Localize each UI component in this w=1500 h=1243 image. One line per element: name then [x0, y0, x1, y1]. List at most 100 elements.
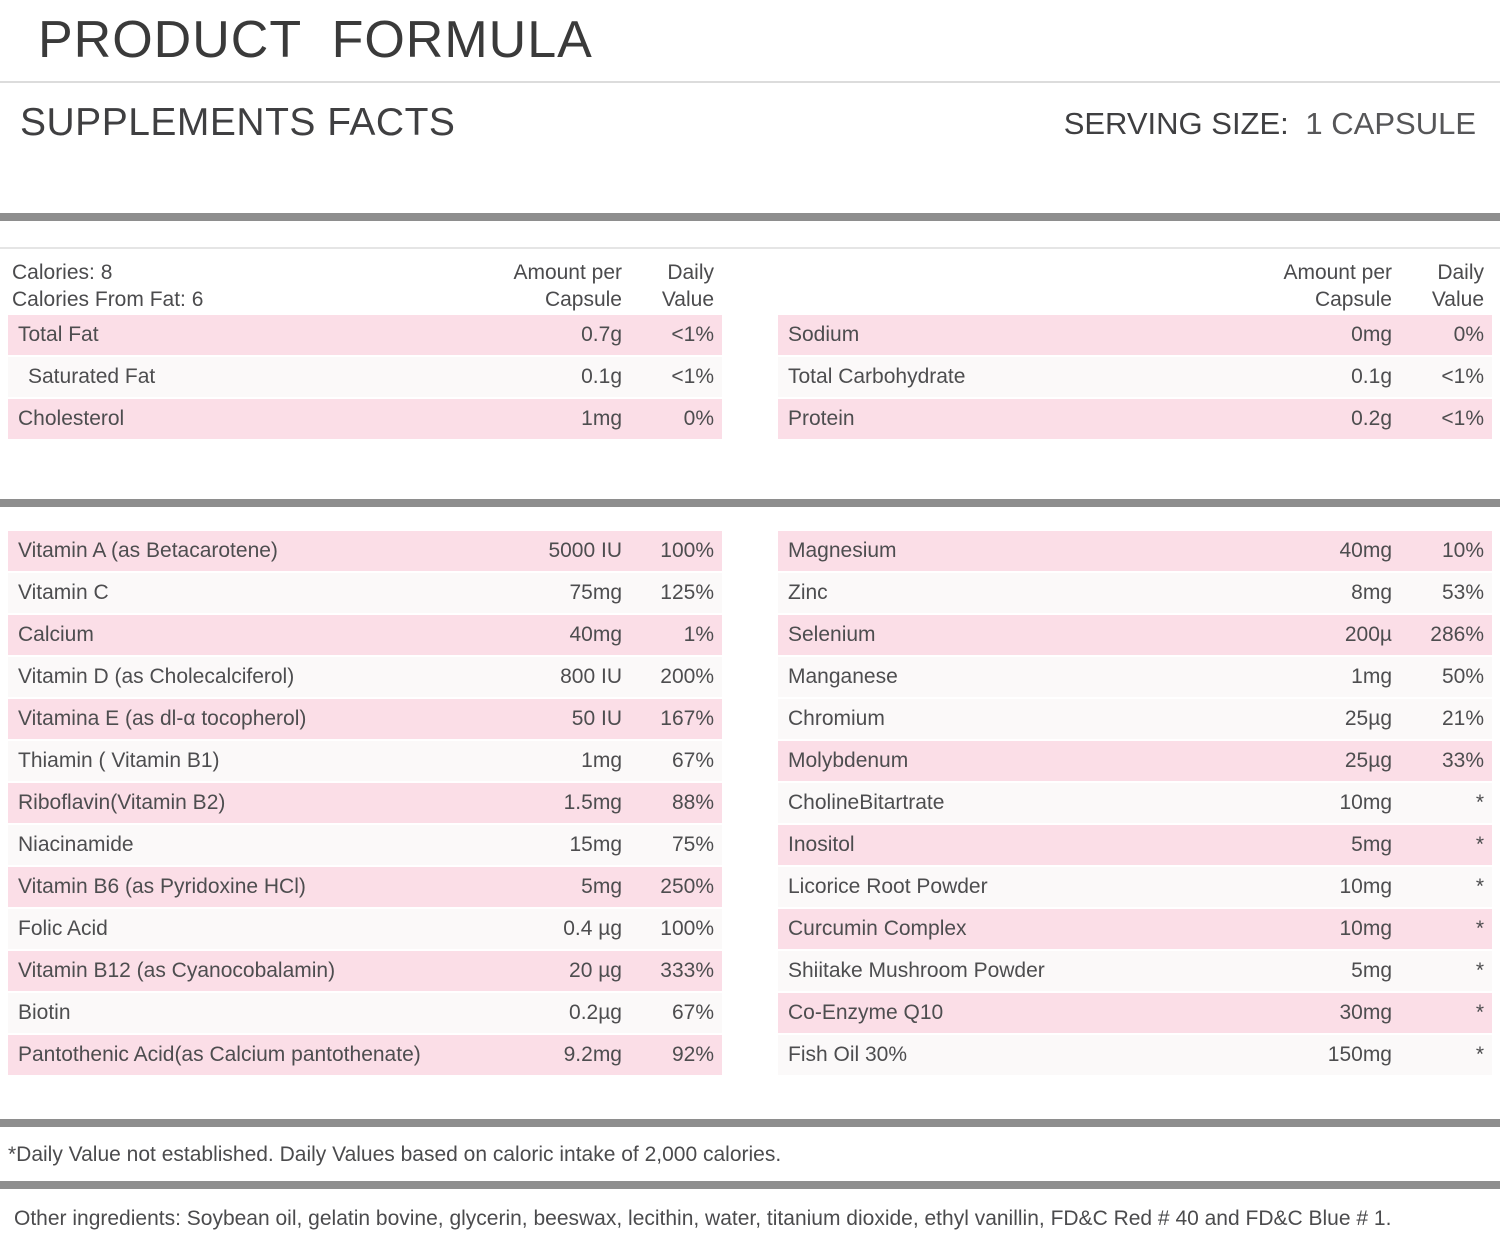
nutrient-amount: 5mg: [1351, 833, 1392, 856]
nutrient-daily-value: 167%: [660, 707, 714, 730]
separator-bar-top: [0, 213, 1500, 221]
table-row: Shiitake Mushroom Powder 5mg *: [778, 951, 1492, 993]
nutrient-amount: 50 IU: [571, 707, 622, 730]
other-ingredients-text: Other ingredients: Soybean oil, gelatin …: [14, 1207, 1392, 1230]
nutrient-daily-value: 75%: [671, 833, 714, 856]
nutrient-amount: 1mg: [1351, 665, 1392, 688]
nutrient-name: Thiamin ( Vitamin B1): [18, 749, 220, 772]
page-title: PRODUCT FORMULA: [0, 0, 1500, 83]
nutrient-name: Vitamin B6 (as Pyridoxine HCl): [18, 875, 306, 898]
nutrient-amount: 9.2mg: [563, 1043, 622, 1066]
daily-header-line2: Value: [661, 288, 714, 312]
table-row: Co-Enzyme Q10 30mg *: [778, 993, 1492, 1035]
nutrient-amount: 25µg: [1344, 707, 1392, 730]
daily-value-footnote: *Daily Value not established. Daily Valu…: [8, 1143, 782, 1166]
nutrient-name: Saturated Fat: [28, 365, 156, 388]
nutrient-daily-value: 200%: [660, 665, 714, 688]
nutrient-daily-value: 53%: [1441, 581, 1484, 604]
nutrient-daily-value: 88%: [671, 791, 714, 814]
serving-size-label: SERVING SIZE:: [1063, 106, 1289, 141]
nutrient-name: Licorice Root Powder: [788, 875, 988, 898]
nutrient-amount: 30mg: [1339, 1001, 1392, 1024]
nutrient-name: Total Fat: [18, 323, 99, 346]
calories-line: Calories: 8: [12, 261, 113, 284]
nutrient-amount: 8mg: [1351, 581, 1392, 604]
title-product-text: PRODUCT: [38, 11, 303, 69]
macro-table-right: Amount per Capsule Daily Value Sodium 0mg…: [778, 249, 1492, 441]
table-row: Protein 0.2g <1%: [778, 399, 1492, 441]
daily-header-line2: Value: [1431, 288, 1484, 312]
table-row: Biotin 0.2µg 67%: [8, 993, 722, 1035]
nutrients-table-left-rows: Vitamin A (as Betacarotene) 5000 IU 100% Vi…: [8, 531, 722, 1077]
nutrient-amount: 1mg: [581, 407, 622, 430]
amount-header-line2: Capsule: [544, 288, 622, 312]
nutrient-daily-value: 1%: [683, 623, 714, 646]
nutrient-amount: 200µ: [1344, 623, 1392, 646]
nutrient-name: Inositol: [788, 833, 855, 856]
supplements-facts-heading: SUPPLEMENTS FACTS: [20, 101, 456, 144]
table-row: Vitamin A (as Betacarotene) 5000 IU 100%: [8, 531, 722, 573]
table-row: Vitamin C 75mg 125%: [8, 573, 722, 615]
separator-bar-middle: [0, 499, 1500, 507]
nutrient-amount: 5mg: [581, 875, 622, 898]
nutrient-amount: 10mg: [1339, 917, 1392, 940]
nutrient-daily-value: 250%: [660, 875, 714, 898]
nutrient-amount: 5mg: [1351, 959, 1392, 982]
nutrient-daily-value: 100%: [660, 917, 714, 940]
table-row: Vitamin D (as Cholecalciferol) 800 IU 200%: [8, 657, 722, 699]
nutrient-daily-value: 50%: [1441, 665, 1484, 688]
serving-size-value: 1 CAPSULE: [1305, 106, 1476, 141]
daily-value-header: Daily Value: [1392, 259, 1492, 314]
nutrient-amount: 10mg: [1339, 791, 1392, 814]
nutrient-daily-value: <1%: [671, 323, 714, 346]
amount-header-line2: Capsule: [1314, 288, 1392, 312]
nutrient-amount: 0.4 µg: [563, 917, 622, 940]
table-row: Molybdenum 25µg 33%: [778, 741, 1492, 783]
amount-per-capsule-header: Amount per Capsule: [477, 259, 622, 314]
table-row: Total Carbohydrate 0.1g <1%: [778, 357, 1492, 399]
nutrient-daily-value: 10%: [1441, 539, 1484, 562]
nutrient-amount: 10mg: [1339, 875, 1392, 898]
daily-header-line1: Daily: [1437, 261, 1484, 284]
nutrient-amount: 40mg: [1339, 539, 1392, 562]
nutrient-daily-value: 33%: [1441, 749, 1484, 772]
table-row: CholineBitartrate 10mg *: [778, 783, 1492, 825]
nutrient-name: Pantothenic Acid(as Calcium pantothenate…: [18, 1043, 421, 1066]
calories-from-fat-line: Calories From Fat: 6: [12, 288, 204, 312]
macro-nutrition-section: Calories: 8 Calories From Fat: 6 Amount …: [0, 247, 1500, 441]
macro-table-left-header: Calories: 8 Calories From Fat: 6 Amount …: [8, 249, 722, 315]
nutrient-daily-value: *: [1475, 1043, 1484, 1066]
nutrient-amount: 20 µg: [569, 959, 622, 982]
nutrients-table-left: Vitamin A (as Betacarotene) 5000 IU 100% Vi…: [8, 531, 722, 1077]
nutrient-amount: 40mg: [569, 623, 622, 646]
table-row: Cholesterol 1mg 0%: [8, 399, 722, 441]
table-row: Niacinamide 15mg 75%: [8, 825, 722, 867]
macro-table-right-rows: Sodium 0mg 0% Total Carbohydrate 0.1g <1% Prot…: [778, 315, 1492, 441]
nutrient-name: Curcumin Complex: [788, 917, 967, 940]
nutrient-daily-value: *: [1475, 833, 1484, 856]
nutrient-daily-value: 67%: [671, 749, 714, 772]
table-row: Chromium 25µg 21%: [778, 699, 1492, 741]
macro-table-left: Calories: 8 Calories From Fat: 6 Amount …: [8, 249, 722, 441]
nutrient-name: Zinc: [788, 581, 828, 604]
table-row: Zinc 8mg 53%: [778, 573, 1492, 615]
nutrient-amount: 800 IU: [560, 665, 622, 688]
calories-summary: Calories: 8 Calories From Fat: 6: [8, 259, 477, 314]
nutrients-table-right-rows: Magnesium 40mg 10% Zinc 8mg 53% Selenium 200µ 28…: [778, 531, 1492, 1077]
separator-bar-footnote-bottom: [0, 1181, 1500, 1189]
nutrient-daily-value: 286%: [1430, 623, 1484, 646]
nutrient-daily-value: *: [1475, 791, 1484, 814]
nutrient-daily-value: 0%: [1453, 323, 1484, 346]
nutrient-daily-value: 67%: [671, 1001, 714, 1024]
nutrient-name: Vitamin A (as Betacarotene): [18, 539, 278, 562]
nutrient-name: Co-Enzyme Q10: [788, 1001, 944, 1024]
nutrient-amount: 0.2µg: [569, 1001, 622, 1024]
table-row: Pantothenic Acid(as Calcium pantothenate…: [8, 1035, 722, 1077]
nutrient-amount: 150mg: [1327, 1043, 1392, 1066]
table-row: Licorice Root Powder 10mg *: [778, 867, 1492, 909]
nutrient-name: Niacinamide: [18, 833, 134, 856]
nutrient-name: Folic Acid: [18, 917, 108, 940]
amount-per-capsule-header: Amount per Capsule: [1247, 259, 1392, 314]
nutrient-daily-value: *: [1475, 875, 1484, 898]
